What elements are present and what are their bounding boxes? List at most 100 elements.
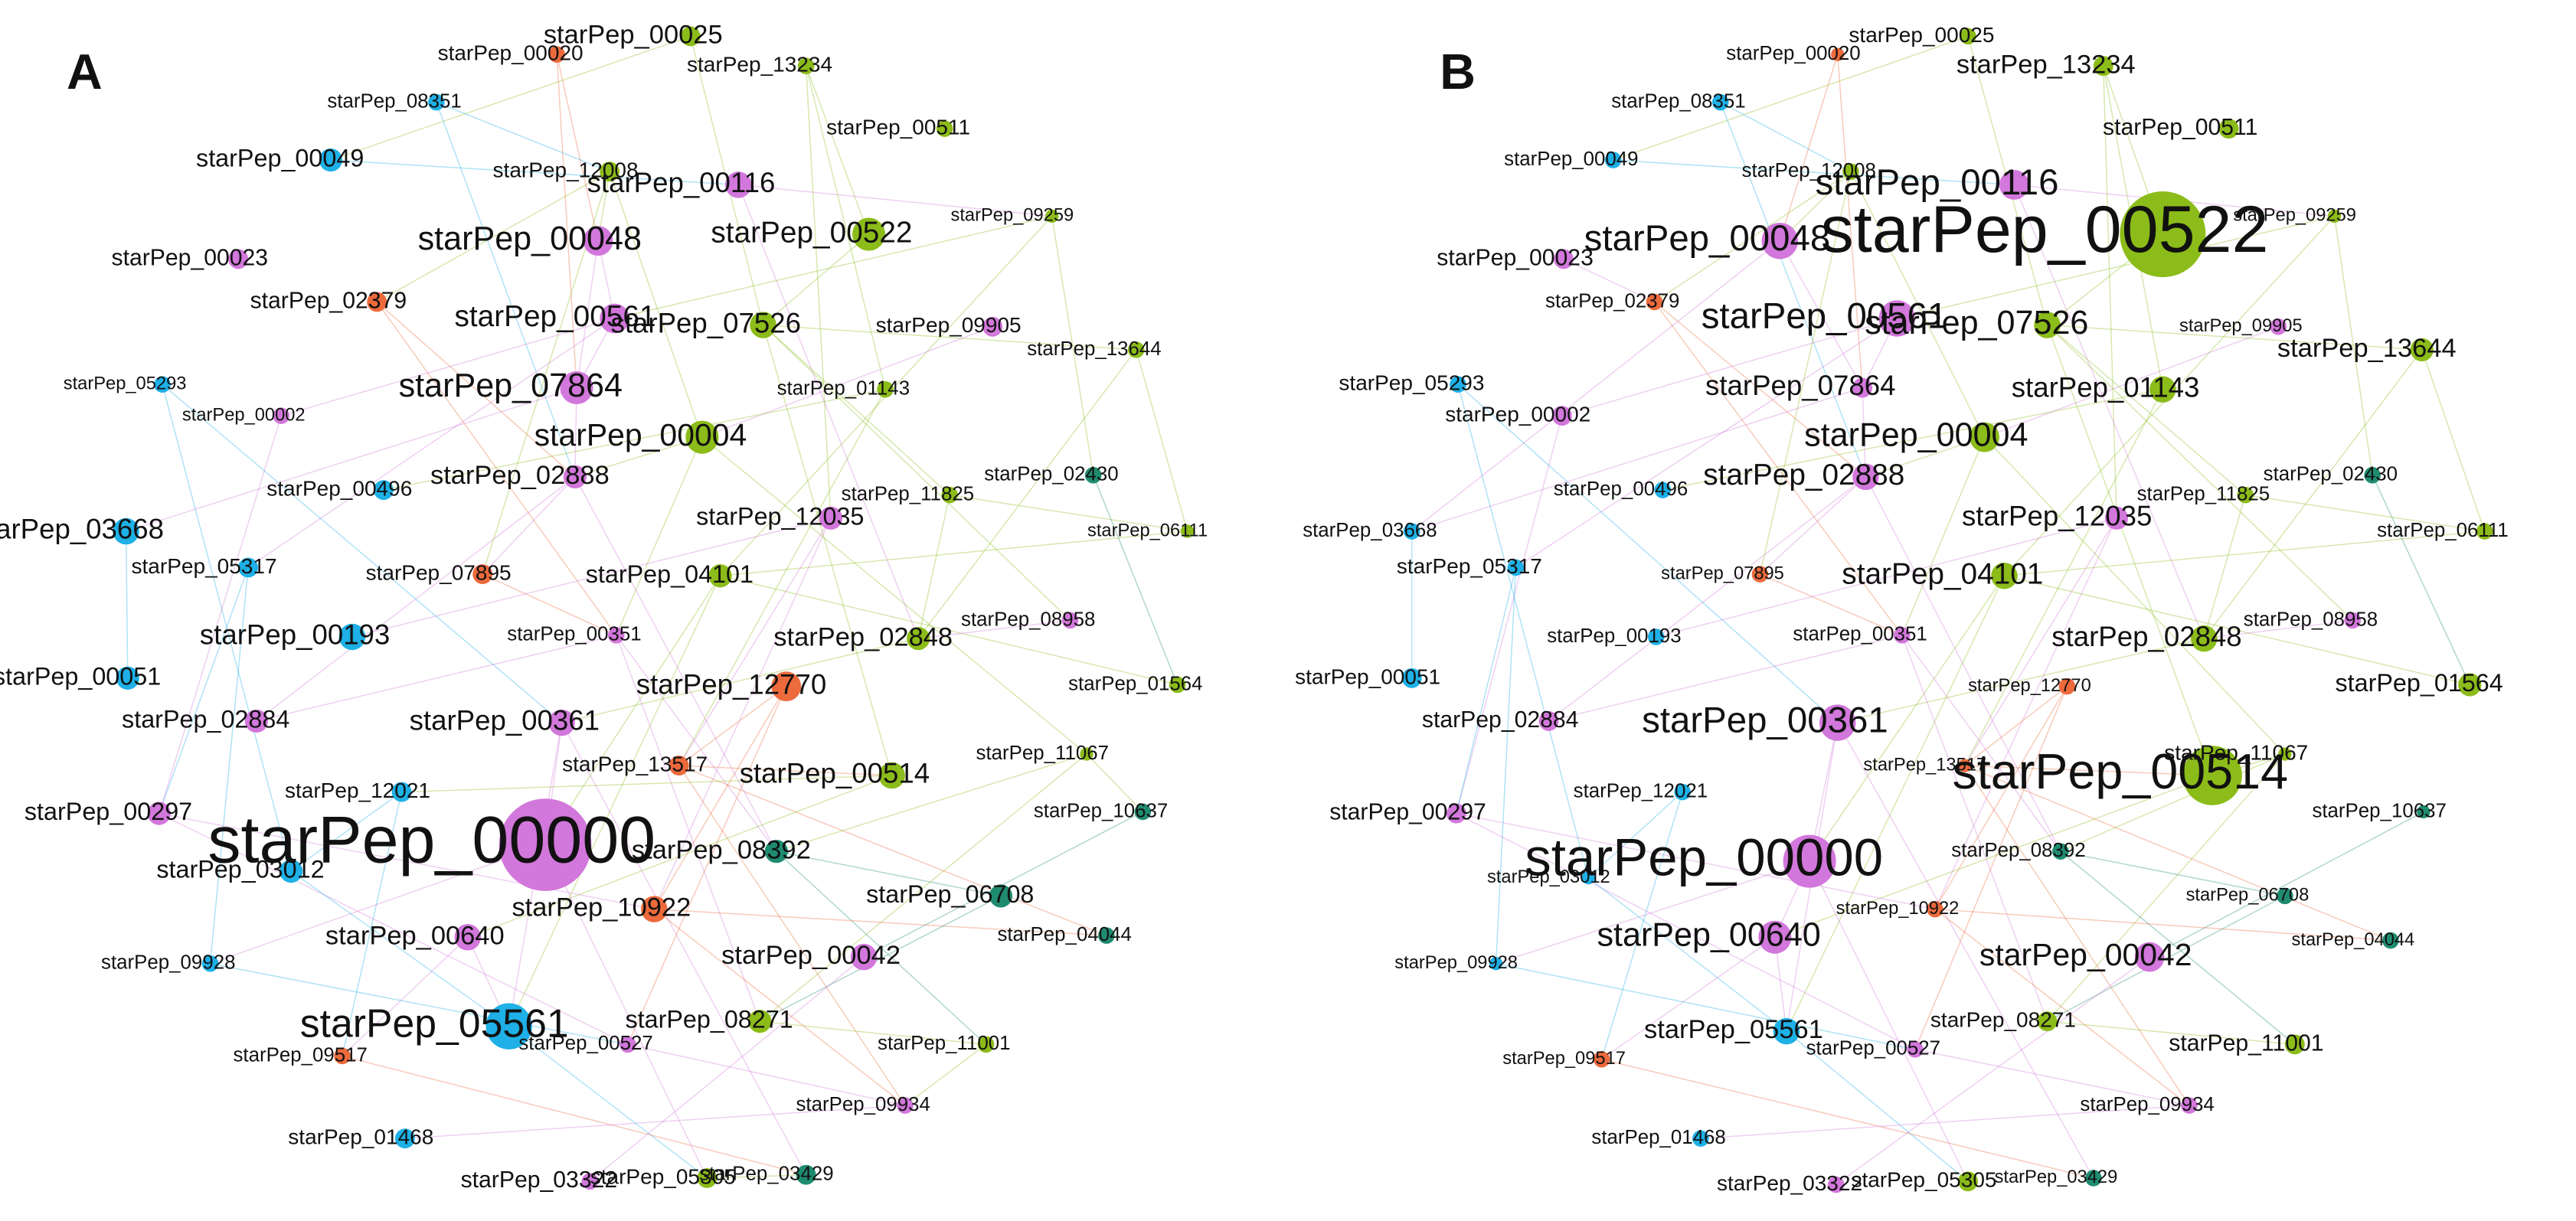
node-label: starPep_00000 [208,803,655,877]
node-label: starPep_08958 [961,609,1095,630]
node-label: starPep_10637 [1034,800,1168,821]
node-label: starPep_10922 [1836,899,1960,919]
edge [759,753,1087,1022]
edge [950,494,1188,532]
node [2327,209,2342,223]
node [1852,377,1873,398]
edge [125,531,129,678]
edge [1457,384,1839,723]
node [748,1010,772,1033]
node [1819,704,1856,741]
node-label: starPep_04044 [2292,930,2415,950]
node-label: starPep_07864 [1705,370,1895,401]
node-label: starPep_01143 [2012,371,2200,403]
edge [738,184,1052,217]
edge [2245,494,2485,532]
node-label: starPep_06708 [866,880,1034,908]
edge [1901,635,2048,1022]
node-label: starPep_00004 [534,417,747,452]
node-label: starPep_00025 [1849,23,1994,47]
edge [1836,54,1863,388]
edge [2203,495,2246,639]
edge [1850,171,1986,438]
node-label: starPep_06111 [1087,521,1208,540]
edge [917,349,1137,639]
edge [678,765,906,1106]
node [607,627,625,644]
node [1134,803,1152,821]
node-label: starPep_11001 [878,1033,1011,1054]
edge [1587,877,1787,1032]
edge [1809,860,1969,1182]
edge [2421,349,2486,532]
edge [158,415,282,814]
edge [1964,765,2213,776]
node [1446,803,1466,824]
node-label: starPep_09934 [796,1094,930,1115]
edge [467,775,892,938]
node-label: starPep_12021 [1574,780,1708,801]
node [2191,625,2218,652]
node [982,316,1003,337]
node-label: starPep_13234 [1957,50,2136,79]
node [338,623,366,651]
node-label: starPep_02848 [2051,621,2241,652]
edge [1456,567,1517,814]
edge [1653,301,1903,636]
node [878,762,905,789]
edge [1786,575,2006,1032]
node [600,303,629,334]
edge [1456,812,1916,1050]
node [1080,747,1093,761]
node [1581,871,1595,885]
edge [376,171,610,303]
node [394,1128,415,1149]
node-label: starPep_00049 [1504,149,1638,170]
node [2181,1097,2198,1114]
edge [1563,258,1655,303]
node [1604,152,1622,168]
node [1852,463,1879,491]
node [897,1097,914,1114]
node-label: starPep_12035 [696,502,864,530]
node [1960,28,1976,45]
edge [616,635,760,1022]
node-label: starPep_13644 [1027,338,1161,360]
node-label: starPep_00496 [266,477,412,501]
node-label: starPep_00193 [200,619,390,651]
node [725,171,752,198]
edge [159,812,629,1046]
node-label: starPep_11067 [2164,740,2308,764]
node-label: starPep_06111 [2377,520,2509,541]
node-label: starPep_05561 [300,1001,569,1045]
node [1403,523,1420,540]
node [147,801,171,825]
node [113,517,139,545]
edge [376,301,576,478]
edge [1809,575,2006,862]
node [485,1003,532,1050]
node-label: starPep_00351 [507,624,641,645]
edge [776,850,1002,897]
node-label: starPep_00193 [1547,625,1681,647]
node [2134,942,2165,972]
edge [561,638,919,723]
edge [1457,384,1590,878]
node [669,756,689,776]
node [1647,628,1665,645]
node [2417,805,2431,819]
node-label: starPep_02888 [430,461,610,490]
node [2278,747,2292,761]
edge [574,476,777,852]
node [2085,1170,2102,1187]
node [1842,163,1859,180]
node-label: starPep_11825 [842,483,975,504]
edge [290,791,402,872]
node-label: starPep_02430 [984,464,1118,485]
node [334,1047,351,1065]
node [771,671,802,702]
node [1692,1130,1709,1148]
edge [2047,1020,2295,1046]
node [1654,482,1672,498]
